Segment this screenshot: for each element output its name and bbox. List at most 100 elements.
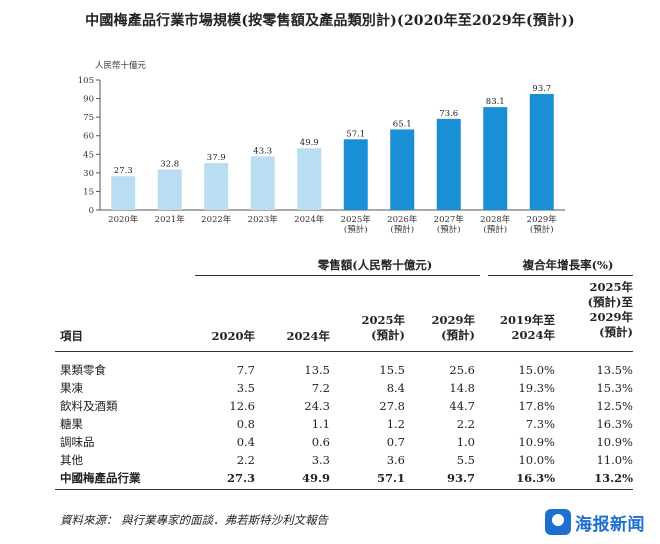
row-item-label: 糖果 <box>60 417 83 431</box>
watermark-logo: 海报新闻 <box>545 508 645 536</box>
x-tick-label: 2028年 <box>480 214 511 225</box>
row-value: 7.2 <box>311 381 330 395</box>
bar <box>111 176 136 210</box>
y-tick-label: 15 <box>83 187 94 197</box>
x-tick-label: 2027年 <box>434 214 465 225</box>
data-label: 37.9 <box>207 153 226 163</box>
bar <box>390 129 415 210</box>
x-tick-label: 2022年 <box>201 214 232 225</box>
row-value: 15.5 <box>379 363 405 377</box>
table-row: 調味品 0.4 0.6 0.7 1.0 10.9% 10.9% <box>55 433 633 451</box>
bar <box>297 148 322 210</box>
row-value: 24.3 <box>304 399 330 413</box>
page-title: 中國梅產品行業市場規模(按零售額及產品類別計)(2020年至2029年(預計)) <box>85 13 575 29</box>
x-tick-label: (預計) <box>530 224 554 235</box>
cagr-group-rule <box>488 275 633 276</box>
data-label: 65.1 <box>393 119 412 129</box>
table-row: 飲料及酒類 12.6 24.3 27.8 44.7 17.8% 12.5% <box>55 397 633 415</box>
table-row: 其他 2.2 3.3 3.6 5.5 10.0% 11.0% <box>55 451 633 469</box>
x-tick-label: 2023年 <box>248 214 279 225</box>
col-cagr-2019-2024-header: 2019年至 2024年 <box>499 313 555 342</box>
x-tick-label: (預計) <box>390 224 414 235</box>
bar <box>250 156 275 210</box>
x-tick-label: 2029年 <box>527 214 558 225</box>
row-value: 3.5 <box>236 381 255 395</box>
row-value: 19.3% <box>518 381 555 395</box>
row-value: 10.9% <box>518 435 555 449</box>
data-label: 57.1 <box>346 129 365 139</box>
data-label: 93.7 <box>532 84 551 94</box>
col-2029-header: 2029年 (預計) <box>431 313 475 342</box>
table-row: 果類零食 7.7 13.5 15.5 25.6 15.0% 13.5% <box>55 361 633 379</box>
logo-badge-icon <box>545 509 571 535</box>
col-2020-header: 2020年 <box>211 329 255 343</box>
watermark-text: 海报新闻 <box>575 515 645 535</box>
y-tick-label: 105 <box>78 76 94 86</box>
row-value: 0.4 <box>236 435 255 449</box>
row-value: 16.3% <box>516 471 555 485</box>
row-value: 13.2% <box>594 471 633 485</box>
row-value: 14.8 <box>449 381 475 395</box>
row-value: 7.7 <box>236 363 255 377</box>
row-item-label: 中國梅產品行業 <box>60 471 141 485</box>
row-value: 27.8 <box>379 399 405 413</box>
x-tick-label: 2026年 <box>387 214 418 225</box>
row-value: 57.1 <box>376 471 405 485</box>
bar <box>483 107 508 210</box>
data-label: 43.3 <box>253 146 272 156</box>
x-tick-label: (預計) <box>344 224 368 235</box>
y-tick-label: 45 <box>83 150 94 160</box>
x-tick-label: (預計) <box>437 224 461 235</box>
row-value: 16.3% <box>596 417 633 431</box>
y-tick-label: 60 <box>83 132 94 142</box>
x-tick-label: 2021年 <box>155 214 186 225</box>
bar <box>157 169 182 210</box>
row-value: 25.6 <box>449 363 475 377</box>
retail-group-rule <box>195 275 480 276</box>
x-tick-label: (預計) <box>483 224 507 235</box>
row-value: 12.5% <box>596 399 633 413</box>
col-2025-header: 2025年 (預計) <box>361 313 405 342</box>
row-value: 49.9 <box>301 471 330 485</box>
row-value: 10.9% <box>596 435 633 449</box>
bar <box>343 139 368 210</box>
row-value: 2.2 <box>456 417 475 431</box>
data-label: 27.3 <box>114 166 133 176</box>
data-label: 73.6 <box>439 109 458 119</box>
row-item-label: 調味品 <box>60 435 95 449</box>
table-row: 果凍 3.5 7.2 8.4 14.8 19.3% 15.3% <box>55 379 633 397</box>
data-label: 32.8 <box>160 159 179 169</box>
row-item-label: 果類零食 <box>60 363 106 377</box>
row-value: 0.7 <box>386 435 405 449</box>
row-value: 13.5% <box>596 363 633 377</box>
cagr-group-header: 複合年增長率(%) <box>522 258 614 272</box>
data-label: 49.9 <box>300 138 319 148</box>
row-value: 1.2 <box>386 417 405 431</box>
row-value: 15.0% <box>518 363 555 377</box>
row-item-label: 其他 <box>60 453 83 467</box>
row-value: 8.4 <box>386 381 405 395</box>
col-2024-header: 2024年 <box>286 329 330 343</box>
y-axis-label: 人民幣十億元 <box>95 60 147 71</box>
row-value: 27.3 <box>226 471 255 485</box>
col-cagr-2025-2029-header: 2025年 (預計)至 2029年 (預計) <box>587 280 633 339</box>
x-tick-label: 2025年 <box>341 214 372 225</box>
row-value: 0.8 <box>236 417 255 431</box>
row-value: 2.2 <box>236 453 255 467</box>
y-tick-label: 30 <box>83 169 94 179</box>
y-tick-label: 90 <box>83 95 94 105</box>
row-value: 11.0% <box>596 453 633 467</box>
header-rule <box>55 351 633 352</box>
row-value: 13.5 <box>304 363 330 377</box>
row-value: 15.3% <box>596 381 633 395</box>
bottom-rule <box>55 489 633 490</box>
col-item-header: 項目 <box>60 329 83 343</box>
table-row: 糖果 0.8 1.1 1.2 2.2 7.3% 16.3% <box>55 415 633 433</box>
row-value: 12.6 <box>229 399 255 413</box>
y-tick-label: 75 <box>83 113 94 123</box>
row-value: 3.6 <box>386 453 405 467</box>
row-value: 17.8% <box>518 399 555 413</box>
row-value: 7.3% <box>525 417 555 431</box>
bar <box>529 93 554 210</box>
bar-chart: 人民幣十億元 0 15 30 45 60 75 90 105 27.3 2020年 32.8 2021年… <box>78 60 565 235</box>
